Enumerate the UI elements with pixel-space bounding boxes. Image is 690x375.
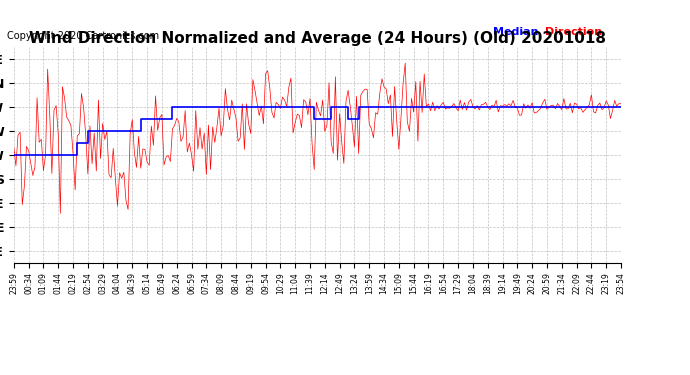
Text: Median: Median	[493, 27, 539, 37]
Text: Copyright 2020 Cartronics.com: Copyright 2020 Cartronics.com	[7, 32, 159, 41]
Text: Direction: Direction	[545, 27, 602, 37]
Title: Wind Direction Normalized and Average (24 Hours) (Old) 20201018: Wind Direction Normalized and Average (2…	[29, 31, 606, 46]
